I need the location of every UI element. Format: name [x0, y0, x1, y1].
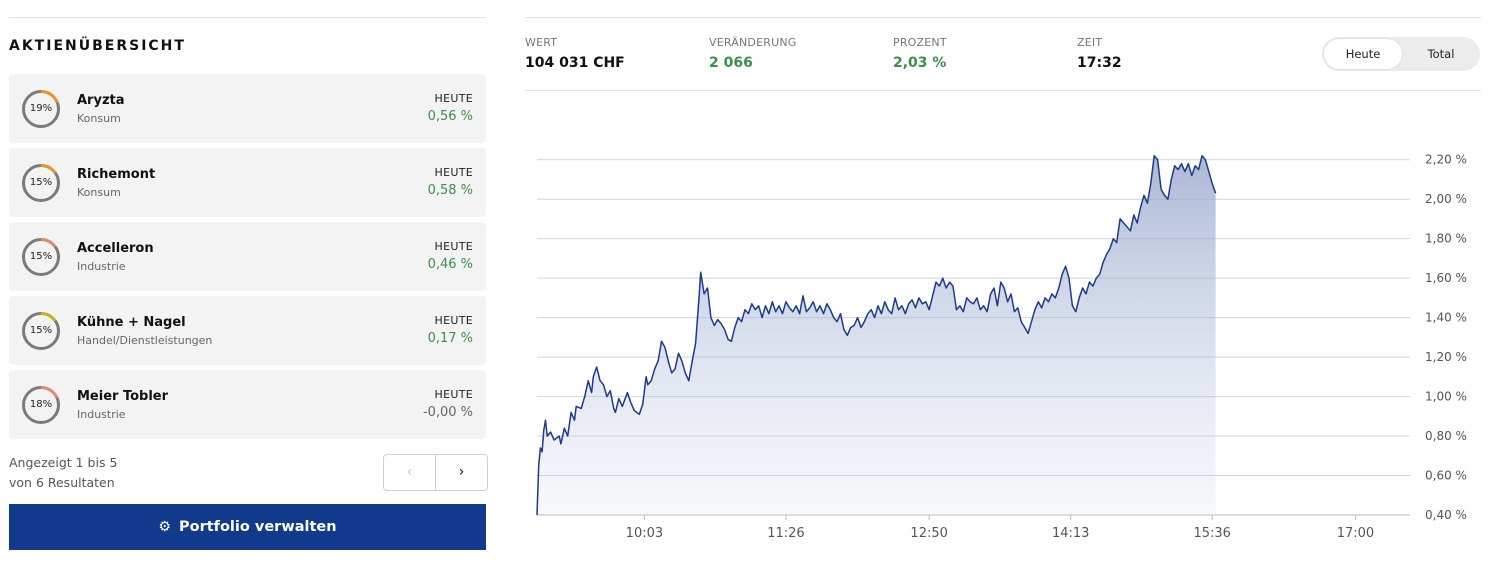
manage-portfolio-label: Portfolio verwalten: [178, 519, 337, 535]
stock-name: Richemont: [77, 167, 156, 182]
stock-name: Meier Tobler: [77, 389, 169, 404]
today-label: HEUTE: [434, 388, 473, 401]
stock-name: Aryzta: [77, 93, 125, 108]
stat-veraenderung: VERÄNDERUNG 2 066: [709, 36, 797, 71]
y-tick-label: 1,40 %: [1425, 311, 1467, 325]
weight-percent: 15%: [29, 325, 53, 336]
chevron-right-icon: ›: [458, 464, 465, 480]
stock-sector: Industrie: [77, 408, 126, 421]
x-tick-label: 17:00: [1337, 526, 1374, 541]
today-label: HEUTE: [434, 166, 473, 179]
y-tick-label: 0,80 %: [1425, 429, 1467, 443]
stat-zeit: ZEIT 17:32: [1077, 36, 1122, 71]
pagination-controls: ‹ ›: [383, 454, 488, 491]
stock-card[interactable]: 18% Meier Tobler Industrie HEUTE -0,00 %: [9, 370, 486, 439]
stat-wert-label: WERT: [525, 36, 558, 49]
stock-sector: Industrie: [77, 260, 126, 273]
today-change: 0,58 %: [427, 183, 473, 198]
y-tick-label: 1,80 %: [1425, 232, 1467, 246]
stat-veraenderung-value: 2 066: [709, 55, 753, 71]
stock-name: Accelleron: [77, 241, 154, 256]
y-tick-label: 2,20 %: [1425, 153, 1467, 167]
stock-card[interactable]: 15% Accelleron Industrie HEUTE 0,46 %: [9, 222, 486, 291]
today-label: HEUTE: [434, 314, 473, 327]
today-change: 0,46 %: [427, 257, 473, 272]
weight-percent: 15%: [29, 177, 53, 188]
stat-zeit-value: 17:32: [1077, 55, 1122, 71]
stock-card[interactable]: 19% Aryzta Konsum HEUTE 0,56 %: [9, 74, 486, 143]
prev-page-button[interactable]: ‹: [384, 455, 435, 490]
top-divider: [9, 17, 486, 18]
stock-name: Kühne + Nagel: [77, 315, 186, 330]
stock-sector: Konsum: [77, 186, 121, 199]
series-area: [537, 155, 1216, 516]
today-label: HEUTE: [434, 240, 473, 253]
weight-percent: 18%: [29, 399, 53, 410]
toggle-total[interactable]: Total: [1427, 47, 1455, 61]
stat-wert-value: 104 031 CHF: [525, 55, 625, 71]
stock-card[interactable]: 15% Kühne + Nagel Handel/Dienstleistungen H…: [9, 296, 486, 365]
stock-sector: Konsum: [77, 112, 121, 125]
weight-ring: 18%: [20, 384, 62, 426]
weight-ring: 19%: [20, 88, 62, 130]
y-tick-label: 1,60 %: [1425, 271, 1467, 285]
pagination-info: Angezeigt 1 bis 5 von 6 Resultaten: [9, 453, 117, 493]
series-line: [536, 155, 1217, 516]
gear-icon: ⚙: [158, 519, 171, 535]
stats-divider: [525, 90, 1481, 91]
stat-wert: WERT 104 031 CHF: [525, 36, 625, 71]
weight-ring: 15%: [20, 236, 62, 278]
stat-prozent: PROZENT 2,03 %: [893, 36, 947, 71]
today-label: HEUTE: [434, 92, 473, 105]
y-tick-label: 1,20 %: [1425, 350, 1467, 364]
top-divider: [525, 17, 1481, 18]
next-page-button[interactable]: ›: [436, 455, 487, 490]
y-tick-label: 0,40 %: [1425, 508, 1467, 522]
stat-prozent-label: PROZENT: [893, 36, 947, 49]
weight-percent: 19%: [29, 103, 53, 114]
x-tick-label: 10:03: [626, 526, 663, 541]
pagination-total: von 6 Resultaten: [9, 475, 115, 490]
period-toggle: Heute Total: [1322, 37, 1480, 71]
stat-veraenderung-label: VERÄNDERUNG: [709, 36, 797, 49]
today-change: 0,56 %: [427, 109, 473, 124]
x-tick-label: 15:36: [1193, 526, 1230, 541]
y-tick-label: 2,00 %: [1425, 192, 1467, 206]
today-change: -0,00 %: [422, 405, 473, 420]
y-tick-label: 1,00 %: [1425, 390, 1467, 404]
portfolio-performance-panel: WERT 104 031 CHF VERÄNDERUNG 2 066 PROZE…: [525, 0, 1481, 581]
weight-percent: 15%: [29, 251, 53, 262]
pagination-range: Angezeigt 1 bis 5: [9, 455, 118, 470]
x-tick-label: 11:26: [767, 526, 804, 541]
toggle-heute[interactable]: Heute: [1324, 39, 1402, 69]
today-change: 0,17 %: [427, 331, 473, 346]
x-tick-label: 14:13: [1052, 526, 1089, 541]
stock-sector: Handel/Dienstleistungen: [77, 334, 213, 347]
manage-portfolio-button[interactable]: ⚙ Portfolio verwalten: [9, 504, 486, 550]
x-tick-label: 12:50: [910, 526, 947, 541]
pager-divider: [435, 455, 436, 490]
y-tick-label: 0,60 %: [1425, 469, 1467, 483]
weight-ring: 15%: [20, 310, 62, 352]
stock-card[interactable]: 15% Richemont Konsum HEUTE 0,58 %: [9, 148, 486, 217]
weight-ring: 15%: [20, 162, 62, 204]
section-title: AKTIENÜBERSICHT: [9, 38, 186, 54]
chevron-left-icon: ‹: [406, 464, 413, 480]
stat-prozent-value: 2,03 %: [893, 55, 947, 71]
performance-chart: 0,40 % 0,60 % 0,80 % 1,00 % 1,20 % 1,40 % 1,60…: [536, 153, 1467, 541]
stat-zeit-label: ZEIT: [1077, 36, 1103, 49]
